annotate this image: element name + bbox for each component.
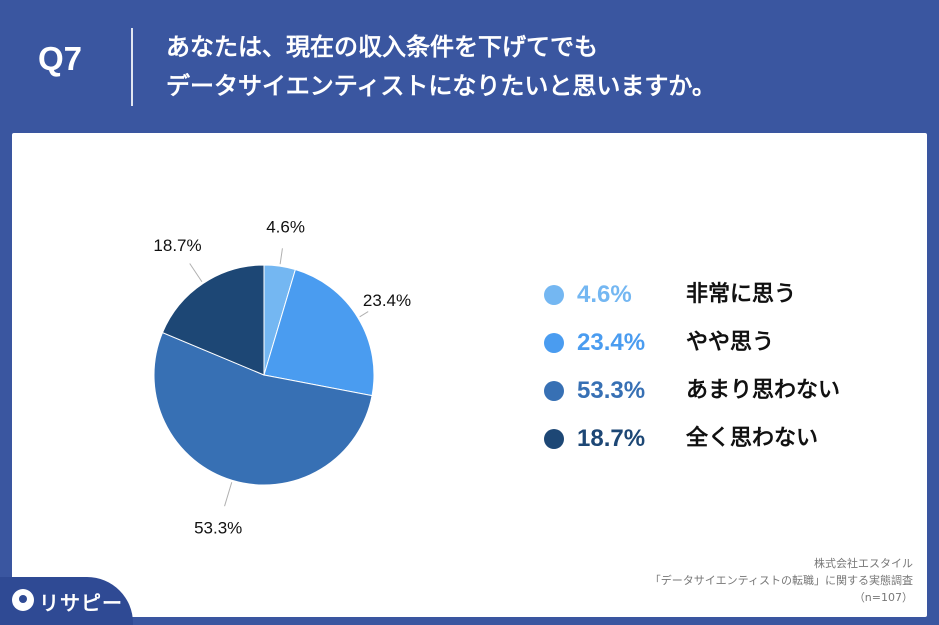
data-label-4: 18.7%	[153, 236, 201, 255]
legend-value: 23.4%	[577, 329, 646, 356]
source-sample-size: （n=107）	[853, 591, 913, 604]
legend-value: 53.3%	[577, 377, 646, 404]
legend-swatch	[544, 381, 564, 401]
pie-chart: 4.6% 23.4% 53.3% 18.7%	[153, 218, 411, 538]
data-label-2: 23.4%	[363, 291, 411, 310]
pie-slice-2	[263, 268, 375, 397]
data-label-3: 53.3%	[194, 518, 242, 537]
source-company: 株式会社エスタイル	[814, 557, 913, 570]
chart-card: 4.6% 23.4% 53.3% 18.7% 4.6% 非常に思う 23.4% やや思う 53…	[12, 133, 927, 617]
pie-slice-3	[153, 331, 373, 486]
logo-pin-icon	[12, 589, 34, 611]
header-divider	[131, 28, 133, 106]
data-label-1: 4.6%	[266, 218, 305, 237]
legend-label: やや思う	[686, 330, 775, 355]
question-number: Q7	[38, 40, 83, 77]
question-line-2: データサイエンティストになりたいと思いますか。	[166, 72, 716, 100]
legend-value: 18.7%	[577, 425, 646, 452]
legend-label: あまり思わない	[686, 378, 841, 403]
source-note: 株式会社エスタイル 「データサイエンティストの転職」に関する実態調査 （n=10…	[650, 555, 913, 606]
legend-swatch	[544, 333, 564, 353]
logo-text: リサピー	[39, 591, 123, 615]
legend-swatch	[544, 429, 564, 449]
legend-swatch	[544, 285, 564, 305]
legend-label: 全く思わない	[686, 426, 819, 451]
legend-label: 非常に思う	[686, 282, 797, 307]
header: Q7 あなたは、現在の収入条件を下げてでも データサイエンティストになりたいと思…	[0, 0, 939, 133]
question-text: あなたは、現在の収入条件を下げてでも データサイエンティストになりたいと思います…	[166, 28, 716, 106]
leader-line-3	[224, 482, 233, 507]
question-line-1: あなたは、現在の収入条件を下げてでも	[166, 33, 598, 61]
leader-line-2	[359, 311, 369, 318]
leader-line-1	[279, 248, 283, 265]
leader-line-4	[189, 263, 203, 283]
brand-logo: リサピー	[0, 577, 133, 625]
pie-slice-4	[161, 264, 265, 376]
source-survey: 「データサイエンティストの転職」に関する実態調査	[649, 574, 913, 587]
legend-value: 4.6%	[577, 281, 632, 308]
